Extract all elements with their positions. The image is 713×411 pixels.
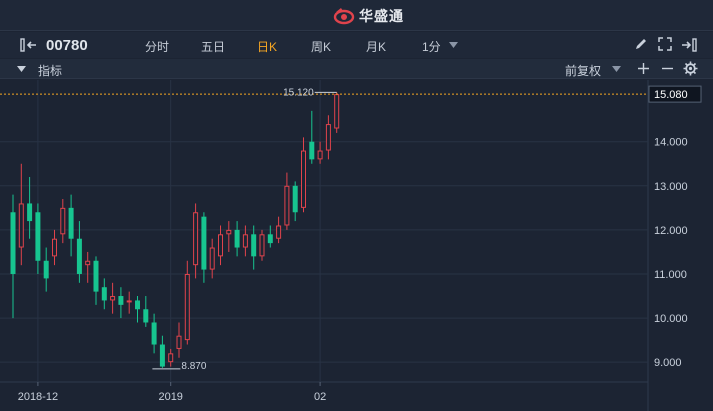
candle-body: [151, 322, 157, 345]
candle-body: [234, 229, 240, 248]
candle-body: [10, 212, 16, 274]
candle-body: [317, 150, 323, 160]
tab-monthly-k[interactable]: 月K: [366, 40, 387, 54]
kline-chart[interactable]: 9.000 10.000 11.000 12.000 13.000 14.000 2018…: [0, 80, 713, 411]
candle-body: [143, 309, 149, 323]
price-markers: 15.080 15.120 8.870: [0, 85, 702, 372]
candle-body: [292, 185, 298, 213]
y-tick-label: 10.000: [654, 313, 688, 325]
y-tick-label: 11.000: [654, 269, 687, 281]
candle-body: [159, 344, 165, 367]
candle-body: [301, 150, 306, 208]
candle-body: [184, 273, 190, 341]
candle-body: [259, 234, 265, 257]
tab-daily-k[interactable]: 日K: [257, 40, 278, 54]
high-marker-label: 15.120: [283, 87, 314, 98]
candle-body: [118, 296, 124, 305]
candle-body: [68, 207, 74, 239]
date-axis: 2018-12 2019 02: [18, 382, 326, 403]
candle-body: [218, 234, 223, 257]
tab-minute[interactable]: 1分: [422, 40, 441, 54]
dropdown-caret-icon[interactable]: [612, 66, 621, 72]
low-marker-label: 8.870: [181, 361, 206, 372]
stock-code: 00780: [46, 37, 88, 54]
x-tick-label: 2018-12: [18, 391, 58, 403]
candle-body: [325, 124, 331, 151]
candle-body: [168, 353, 174, 363]
candle-body: [43, 260, 49, 279]
candle-body: [101, 287, 107, 301]
candle-body: [176, 335, 182, 349]
candles: [10, 92, 340, 368]
tab-five-day[interactable]: 五日: [201, 40, 226, 54]
candle-body: [193, 212, 199, 266]
y-tick-label: 12.000: [654, 225, 688, 237]
candle-body: [18, 203, 24, 248]
candle-body: [135, 300, 140, 310]
brand-logo-icon: [333, 8, 355, 25]
candle-body: [85, 260, 91, 266]
kline-chart-svg[interactable]: 9.000 10.000 11.000 12.000 13.000 14.000 2018…: [0, 80, 713, 411]
candle-body: [242, 234, 248, 248]
indicator-label[interactable]: 指标: [38, 64, 63, 78]
expand-icon[interactable]: [658, 37, 672, 51]
collapse-triangle-icon[interactable]: [17, 66, 26, 72]
price-adjust-selector[interactable]: 前复权: [565, 64, 602, 78]
candle-body: [309, 141, 315, 160]
gear-icon[interactable]: [683, 61, 698, 76]
candle-body: [201, 216, 207, 270]
candle-body: [110, 296, 116, 301]
dropdown-caret-icon[interactable]: [449, 42, 458, 48]
exit-icon[interactable]: [680, 37, 698, 53]
candle-body: [126, 300, 132, 303]
toolbar: 00780 分时 五日 日K 周K 月K 1分: [0, 32, 713, 58]
candle-body: [52, 238, 57, 257]
pencil-icon[interactable]: [634, 37, 648, 51]
y-tick-label: 9.000: [654, 357, 682, 369]
candle-body: [27, 203, 33, 222]
candle-body: [334, 94, 340, 129]
candle-body: [93, 260, 99, 292]
minus-icon[interactable]: [661, 62, 674, 75]
y-tick-label: 14.000: [654, 137, 688, 149]
candle-body: [35, 212, 41, 261]
current-price-label: 15.080: [654, 89, 688, 101]
candle-body: [226, 229, 232, 235]
x-tick-label: 2019: [158, 391, 182, 403]
candle-body: [60, 207, 66, 235]
candle-body: [267, 234, 273, 244]
title-bar: 华盛通: [0, 0, 713, 31]
tab-intraday[interactable]: 分时: [145, 40, 170, 54]
candle-body: [284, 185, 290, 226]
sidebar-toggle-icon[interactable]: [20, 37, 38, 53]
y-tick-label: 13.000: [654, 181, 688, 193]
brand-logo: 华盛通: [333, 6, 404, 26]
x-tick-label: 02: [314, 391, 326, 403]
indicator-bar: 指标 前复权: [0, 59, 713, 79]
plus-icon[interactable]: [637, 62, 650, 75]
candle-body: [276, 225, 282, 239]
candle-body: [209, 247, 215, 270]
candle-body: [76, 238, 82, 274]
candle-body: [251, 234, 257, 257]
tab-weekly-k[interactable]: 周K: [311, 40, 332, 54]
price-axis: 9.000 10.000 11.000 12.000 13.000 14.000: [654, 137, 688, 369]
brand-name: 华盛通: [359, 8, 404, 24]
current-price-box: [648, 85, 702, 103]
